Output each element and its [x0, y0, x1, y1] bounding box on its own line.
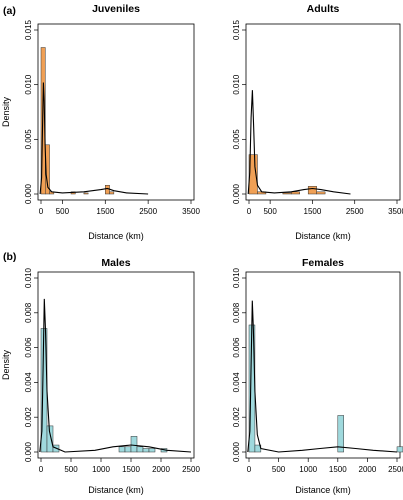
panel-2-xlabel: Distance (km)	[295, 231, 351, 241]
panel-1-plot-box	[37, 23, 195, 201]
panel-3-ytick-label-2: 0.002	[24, 407, 33, 428]
panel-3-bar-5	[124, 446, 132, 453]
panel-1-xtick-label-1: 0	[39, 207, 44, 216]
panel-1-ytick-label-3: 0.010	[24, 74, 33, 95]
panel-4-ytick-label-6: 0.010	[232, 267, 241, 288]
panel-4-bar-3	[337, 415, 344, 453]
panel-3-bar-9	[148, 448, 156, 453]
panel-4-xtick-label-4: 1500	[329, 465, 347, 474]
panel-2-ytick-label-2: 0.005	[232, 129, 241, 150]
panel-3-xtick-label-6: 2500	[182, 465, 200, 474]
panel-3-title: Males	[101, 257, 130, 269]
panel-3-ytick-label-3: 0.004	[24, 372, 33, 393]
panel-3-bar-4	[118, 446, 126, 453]
panel-3-ytick-label-4: 0.006	[24, 337, 33, 358]
panel-3-bar-7	[136, 446, 144, 453]
panel-1-xlabel: Distance (km)	[88, 231, 144, 241]
panel-4-plot-box	[245, 271, 401, 459]
panel-4-xtick-label-3: 1000	[299, 465, 317, 474]
panel-4-ytick-label-1: 0.000	[232, 441, 241, 462]
panel-label-b: (b)	[3, 251, 16, 263]
panel-label-a: (a)	[3, 5, 16, 17]
panel-4-density-line	[247, 300, 398, 453]
panel-1-xtick-label-3: 1500	[96, 207, 114, 216]
panel-1-density-line	[39, 82, 149, 195]
panel-4-ytick-label-2: 0.002	[232, 407, 241, 428]
panel-2-ytick-label-3: 0.010	[232, 74, 241, 95]
panel-2-ytick-label-4: 0.015	[232, 19, 241, 40]
panel-3-xtick-label-5: 2000	[152, 465, 170, 474]
panel-1-xtick-label-5: 3500	[182, 207, 200, 216]
panel-4-xlabel: Distance (km)	[295, 485, 351, 495]
panel-3-xtick-label-4: 1500	[122, 465, 140, 474]
panel-1-bar-2	[45, 144, 50, 195]
panel-2-bar-3	[282, 192, 292, 195]
panel-4-bar-4	[396, 446, 403, 453]
panel-3-ylabel: Density	[1, 349, 11, 380]
panel-3-plot-box	[37, 271, 195, 459]
panel-1-bar-7	[109, 191, 115, 195]
panel-3-xtick-label-3: 1000	[92, 465, 110, 474]
panel-1-ytick-label-4: 0.015	[24, 19, 33, 40]
panel-3-ytick-label-5: 0.008	[24, 302, 33, 323]
panel-3-ytick-label-6: 0.010	[24, 267, 33, 288]
panel-1-ytick-label-1: 0.000	[24, 183, 33, 204]
panel-4-ytick-label-5: 0.008	[232, 302, 241, 323]
panel-4-xtick-label-6: 2500	[388, 465, 403, 474]
panel-4-xtick-label-1: 0	[247, 465, 252, 474]
panel-2-xtick-label-4: 2500	[346, 207, 364, 216]
panel-2-title: Adults	[307, 3, 340, 15]
panel-2-xtick-label-3: 1500	[304, 207, 322, 216]
panel-2-plot-box	[245, 23, 401, 201]
panel-3-density-line	[39, 298, 192, 453]
panel-1-title: Juveniles	[92, 3, 140, 15]
panel-4-title: Females	[302, 257, 344, 269]
panel-3-xlabel: Distance (km)	[88, 485, 144, 495]
panel-2-bar-1	[248, 154, 258, 195]
panel-1-bar-6	[105, 185, 110, 195]
panel-3-xtick-label-2: 500	[64, 465, 78, 474]
panel-3-bar-8	[142, 448, 150, 453]
panel-1-xtick-label-4: 2500	[139, 207, 157, 216]
panel-2-ytick-label-1: 0.000	[232, 183, 241, 204]
panel-1-xtick-label-2: 500	[56, 207, 70, 216]
panel-1-ytick-label-2: 0.005	[24, 129, 33, 150]
panel-2-bar-6	[316, 191, 326, 195]
panel-3-xtick-label-1: 0	[39, 465, 44, 474]
panel-4-xtick-label-2: 500	[272, 465, 286, 474]
panel-3-bar-2	[46, 425, 54, 453]
panel-2-xtick-label-5: 3500	[388, 207, 403, 216]
panel-2-xtick-label-1: 0	[247, 207, 252, 216]
panel-2-xtick-label-2: 500	[263, 207, 277, 216]
panel-3-bar-6	[130, 436, 138, 453]
panel-1-ylabel: Density	[1, 96, 11, 127]
panel-1-bar-5	[83, 192, 89, 195]
panel-4-ytick-label-3: 0.004	[232, 372, 241, 393]
panel-2-density-line	[247, 90, 351, 195]
panel-4-ytick-label-4: 0.006	[232, 337, 241, 358]
panel-3-ytick-label-1: 0.000	[24, 441, 33, 462]
panel-2-bar-4	[291, 191, 300, 195]
panel-4-xtick-label-5: 2000	[359, 465, 377, 474]
panel-2-bar-5	[307, 186, 317, 195]
